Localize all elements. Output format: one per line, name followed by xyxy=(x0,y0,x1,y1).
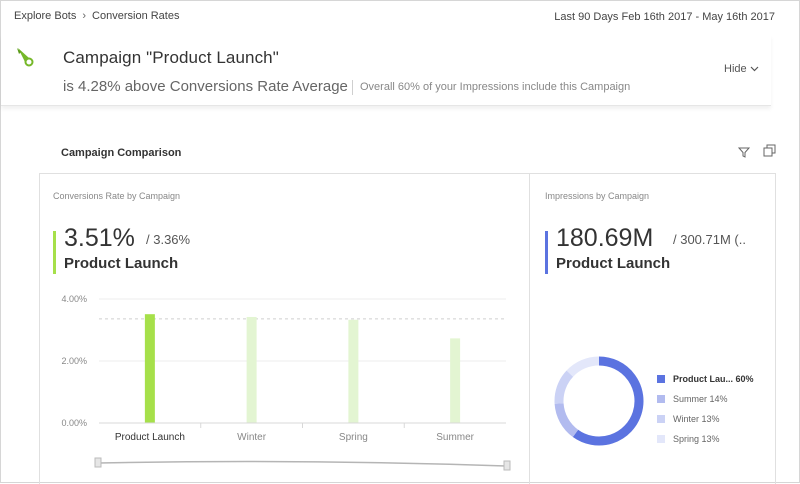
top-bar: Explore Bots › Conversion Rates Last 90 … xyxy=(1,1,799,35)
hide-button-label: Hide xyxy=(724,63,747,75)
breadcrumb-chevron-icon: › xyxy=(82,10,87,22)
x-tick-label: Winter xyxy=(237,432,267,443)
donut-legend: Product Lau... 60% Summer 14% Winter 13% Sp… xyxy=(657,369,754,449)
legend-swatch xyxy=(657,375,665,383)
legend-item[interactable]: Spring 13% xyxy=(657,429,754,449)
panel-divider xyxy=(529,173,530,484)
comparison-panel xyxy=(39,173,776,484)
y-tick-label: 0.00% xyxy=(61,418,87,428)
donut-slice-1[interactable] xyxy=(554,402,579,438)
legend-label: Summer 14% xyxy=(673,394,728,404)
impressions-donut-chart xyxy=(554,356,644,446)
conversions-kpi-name: Product Launch xyxy=(64,255,179,272)
legend-swatch xyxy=(657,415,665,423)
impressions-kpi-value: 180.69M xyxy=(556,224,654,252)
bar-product-launch[interactable] xyxy=(144,314,155,423)
filter-icon[interactable] xyxy=(738,146,750,158)
campaign-header: Campaign "Product Launch" is 4.28% above… xyxy=(1,35,771,106)
legend-item[interactable]: Winter 13% xyxy=(657,409,754,429)
impressions-kpi-compare: / 300.71M (.. xyxy=(673,232,746,247)
legend-item[interactable]: Summer 14% xyxy=(657,389,754,409)
campaign-subtitle: is 4.28% above Conversions Rate Average xyxy=(63,78,348,95)
legend-label: Spring 13% xyxy=(673,434,720,444)
rocket-icon xyxy=(17,48,34,67)
x-tick-label: Product Launch xyxy=(115,432,185,443)
donut-slice-2[interactable] xyxy=(554,370,574,404)
campaign-note: Overall 60% of your Impressions include … xyxy=(360,81,631,93)
header-divider xyxy=(352,80,353,95)
conversions-panel-label: Conversions Rate by Campaign xyxy=(53,191,181,201)
breadcrumb-root[interactable]: Explore Bots xyxy=(14,10,77,22)
y-tick-label: 4.00% xyxy=(61,294,87,304)
impressions-panel-label: Impressions by Campaign xyxy=(545,191,650,201)
breadcrumb: Explore Bots › Conversion Rates xyxy=(14,10,179,22)
range-slider-track[interactable] xyxy=(98,460,507,467)
bar-spring[interactable] xyxy=(348,319,359,423)
hide-button[interactable]: Hide xyxy=(724,63,759,75)
x-tick-label: Summer xyxy=(436,432,474,443)
donut-slice-3[interactable] xyxy=(566,356,600,377)
conversions-bar-chart: 4.00% 2.00% 0.00% Product Launch Winter Sprin… xyxy=(61,294,511,471)
legend-item[interactable]: Product Lau... 60% xyxy=(657,369,754,389)
impressions-kpi-accent xyxy=(545,231,548,274)
legend-label: Winter 13% xyxy=(673,414,720,424)
breadcrumb-current: Conversion Rates xyxy=(92,10,180,22)
bar-summer[interactable] xyxy=(450,338,461,423)
campaign-title: Campaign "Product Launch" xyxy=(63,48,279,67)
legend-swatch xyxy=(657,435,665,443)
range-slider-left-handle[interactable] xyxy=(94,457,102,468)
section-title: Campaign Comparison xyxy=(61,147,182,159)
expand-icon[interactable] xyxy=(763,144,776,157)
range-slider-right-handle[interactable] xyxy=(503,460,511,471)
x-tick-label: Spring xyxy=(339,432,368,443)
legend-swatch xyxy=(657,395,665,403)
donut-slice-0[interactable] xyxy=(572,356,644,446)
conversions-kpi-value: 3.51% xyxy=(64,224,135,252)
date-range[interactable]: Last 90 Days Feb 16th 2017 - May 16th 20… xyxy=(554,11,775,23)
impressions-kpi-name: Product Launch xyxy=(556,255,671,272)
conversions-kpi-accent xyxy=(53,231,56,274)
chevron-down-icon xyxy=(750,66,759,72)
y-tick-label: 2.00% xyxy=(61,356,87,366)
bar-winter[interactable] xyxy=(246,316,257,423)
conversions-kpi-compare: / 3.36% xyxy=(146,232,191,247)
legend-label: Product Lau... 60% xyxy=(673,374,754,384)
